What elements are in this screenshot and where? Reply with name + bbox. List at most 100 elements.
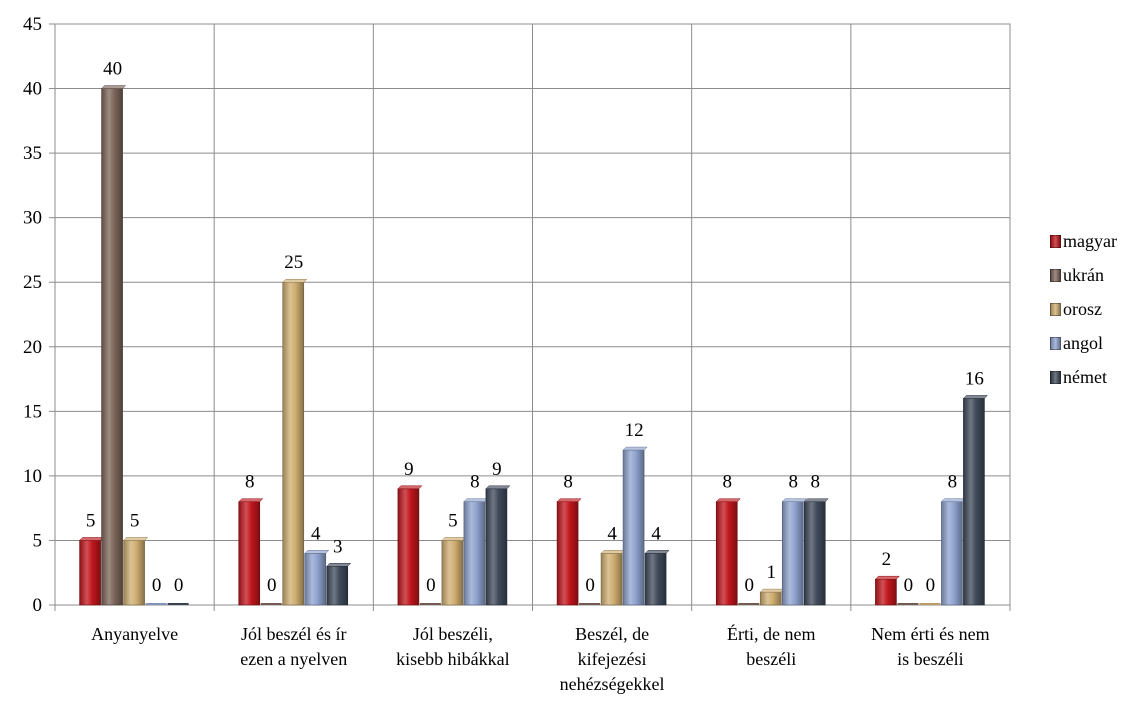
x-tick-label-line: Érti, de nem — [727, 623, 815, 644]
data-label: 9 — [492, 459, 502, 480]
data-label: 8 — [563, 472, 573, 493]
bar-német — [485, 488, 508, 606]
data-label: 8 — [811, 472, 821, 493]
bar-top-német — [962, 395, 989, 399]
y-tick-label: 25 — [23, 272, 42, 293]
data-label: 16 — [965, 368, 984, 389]
x-tick-label-line: beszéli — [746, 649, 796, 669]
data-label: 0 — [174, 575, 184, 596]
x-tick-label-line: Jól beszéli, — [413, 624, 493, 644]
bar-top-orosz — [441, 537, 467, 541]
bar-orosz — [441, 540, 464, 606]
data-label: 0 — [152, 575, 162, 596]
data-label: 1 — [767, 562, 777, 583]
data-label: 5 — [130, 510, 140, 531]
bar-top-angol — [940, 498, 967, 502]
bar-ukrán — [738, 603, 760, 605]
bar-orosz — [759, 591, 782, 606]
y-tick-label: 5 — [33, 530, 43, 551]
bar-magyar — [715, 501, 738, 606]
bar-ukrán — [897, 603, 919, 605]
legend-label: angol — [1063, 333, 1103, 353]
bar-angol — [145, 603, 167, 605]
bar-top-angol — [463, 498, 489, 502]
y-tick-label: 30 — [23, 208, 42, 229]
bar-magyar — [238, 501, 261, 606]
data-label: 8 — [470, 472, 480, 493]
bar-magyar — [79, 540, 101, 606]
legend-swatch — [1050, 268, 1061, 282]
bar-top-magyar — [715, 498, 741, 502]
x-tick-label: Érti, de nem beszéli — [727, 623, 815, 669]
bar-top-német — [326, 563, 352, 567]
bar-orosz — [919, 603, 941, 605]
x-tick-label: Jól beszél és ír ezen a nyelven — [240, 624, 347, 669]
legend-label: orosz — [1063, 299, 1102, 319]
bar-top-orosz — [122, 537, 149, 541]
bar-top-angol — [622, 446, 648, 451]
bar-ukrán — [101, 88, 123, 606]
bar-német — [963, 398, 985, 606]
x-tick-label-line: Nem érti és nem — [871, 624, 989, 644]
data-label: 12 — [625, 420, 644, 441]
bar-top-magyar — [874, 575, 901, 580]
x-tick-label-line: nehézségekkel — [560, 674, 665, 694]
bar-ukrán — [419, 603, 441, 605]
bar-top-angol — [781, 498, 807, 502]
x-tick-label-line: ezen a nyelven — [240, 649, 347, 669]
x-tick-label: Beszél, de kifejezési nehézségekkel — [560, 624, 665, 694]
legend-label: ukrán — [1063, 265, 1104, 285]
y-tick-label: 35 — [23, 143, 42, 164]
legend-item-ukrán: ukrán — [1050, 258, 1117, 292]
y-tick-label: 15 — [23, 401, 42, 422]
bar-német — [803, 501, 826, 606]
data-label: 0 — [926, 575, 936, 596]
y-tick-label: 40 — [23, 79, 42, 100]
legend-item-orosz: orosz — [1050, 292, 1117, 326]
data-label: 0 — [426, 575, 436, 596]
x-tick-label-line: kifejezési — [578, 649, 647, 669]
legend-swatch — [1050, 370, 1061, 384]
bar-magyar — [556, 501, 579, 606]
bar-orosz — [282, 281, 305, 606]
bar-német — [644, 553, 667, 606]
data-label: 8 — [948, 472, 958, 493]
data-label: 5 — [86, 510, 96, 531]
bar-orosz — [600, 553, 623, 606]
x-tick-label-line: is beszéli — [897, 649, 963, 669]
bar-ukrán — [260, 603, 282, 605]
bar-angol — [463, 501, 486, 606]
data-label: 8 — [723, 472, 733, 493]
bar-angol — [781, 501, 804, 606]
legend-item-német: német — [1050, 360, 1117, 394]
data-label: 4 — [607, 523, 617, 544]
data-label: 5 — [448, 510, 458, 531]
bar-top-orosz — [759, 588, 785, 593]
x-tick-label: Nem érti és nem is beszéli — [871, 624, 989, 669]
data-label: 3 — [333, 536, 343, 557]
data-label: 4 — [311, 523, 321, 544]
bar-top-német — [644, 550, 670, 554]
bar-top-angol — [304, 550, 330, 554]
y-tick-label: 10 — [23, 466, 42, 487]
data-label: 0 — [904, 575, 914, 596]
legend-label: német — [1063, 367, 1107, 387]
x-tick-label-line: Beszél, de — [575, 624, 649, 644]
data-label: 0 — [585, 575, 595, 596]
bar-angol — [941, 501, 963, 606]
bar-top-magyar — [397, 485, 423, 490]
y-tick-label: 20 — [23, 337, 42, 358]
x-tick-label: Anyanyelve — [91, 624, 178, 644]
data-label: 8 — [789, 472, 799, 493]
bar-magyar — [875, 578, 897, 606]
bar-top-ukrán — [100, 85, 127, 89]
bar-német — [326, 565, 349, 606]
legend-label: magyar — [1063, 231, 1117, 251]
bar-angol — [622, 449, 645, 606]
bar-top-magyar — [556, 498, 582, 502]
bar-top-magyar — [78, 537, 105, 541]
data-label: 4 — [651, 523, 661, 544]
x-tick-label: Jól beszéli, kisebb hibákkal — [396, 624, 509, 669]
